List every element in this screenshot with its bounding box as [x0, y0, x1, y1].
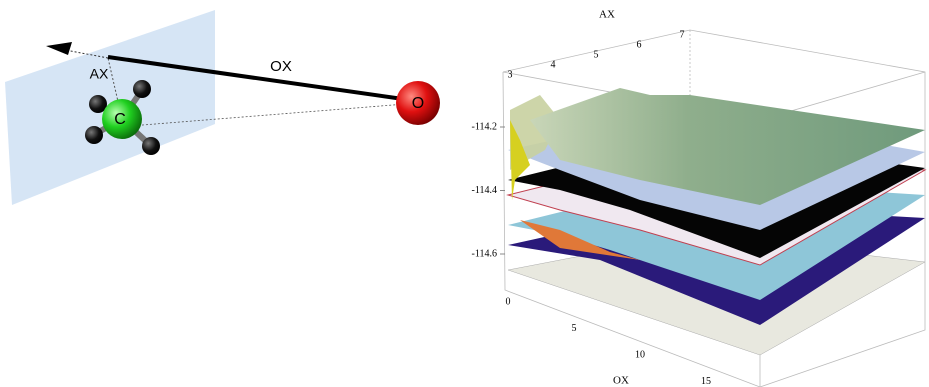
ox-tick-label: 5 [572, 323, 577, 334]
ox-tick-label: 0 [506, 296, 511, 307]
hydrogen [85, 126, 103, 144]
ax-tick-label: 6 [637, 39, 642, 50]
ax-tick-label: 5 [594, 49, 599, 60]
axis-title: OX [613, 375, 629, 387]
ox-tick-label: 15 [701, 376, 711, 387]
surface-plot: 3 4 5 6 7 -114.2 -114.4 -114.6 0 5 10 15 AX OX [472, 9, 925, 387]
arrow-head [46, 42, 72, 55]
atom-label: C [114, 111, 126, 128]
axis-title: AX [599, 9, 615, 21]
ox-tick-label: 10 [635, 349, 645, 360]
hydrogen [133, 80, 151, 98]
energy-tick-label: -114.2 [472, 121, 497, 132]
molecule-diagram: C O AX OX [5, 10, 440, 205]
energy-tick-label: -114.6 [472, 248, 497, 259]
ax-tick-label: 3 [508, 69, 513, 80]
energy-tick-label: -114.4 [472, 185, 497, 196]
ax-tick-label: 7 [680, 29, 685, 40]
figure: C O AX OX 3 4 5 6 7 -114.2 -114.4 -114.6 0 5 10 15 … [0, 0, 929, 387]
ax-tick-label: 4 [551, 59, 556, 70]
vector-label: AX [90, 66, 109, 82]
vector-label: OX [270, 58, 292, 75]
hydrogen [142, 137, 160, 155]
atom-label: O [412, 95, 424, 112]
